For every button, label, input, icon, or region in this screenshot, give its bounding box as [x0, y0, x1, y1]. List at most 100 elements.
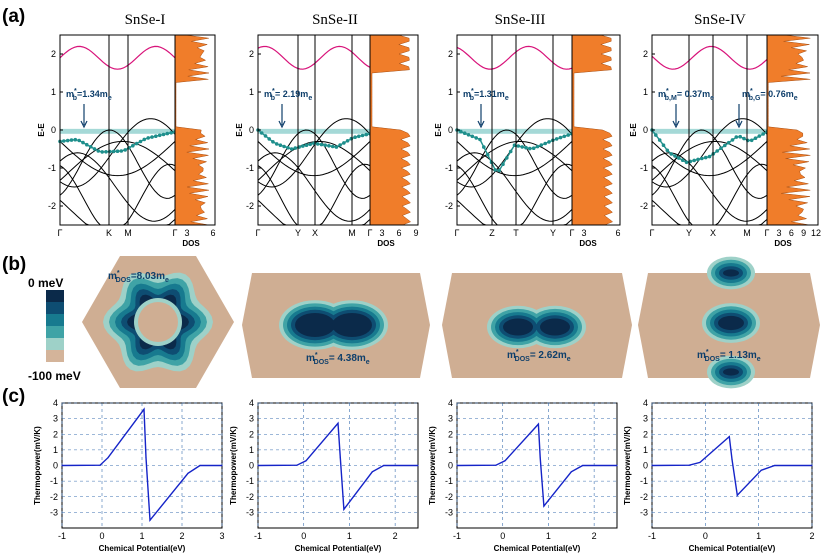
thermopower-point — [343, 508, 345, 510]
kpoint-label: Y — [295, 228, 301, 238]
panel-label-c: (c) — [2, 386, 25, 407]
dos-tick-label: 9 — [801, 228, 806, 238]
y-tick-label: 0 — [448, 461, 453, 471]
y-axis-label: Thermopower(mV/K) — [428, 426, 437, 505]
y-tick-label: -1 — [445, 163, 453, 173]
band-panel-4: Γ Y X M Γ 2 1 0 -1 -2 E-E 3 6 9 12 DOS m* b,M= 0.37me m* b,… — [629, 34, 821, 248]
y-tick-label: -2 — [640, 492, 648, 502]
kpoint-label: Y — [686, 228, 692, 238]
energy-contour — [540, 318, 570, 336]
thermopower-point — [539, 457, 541, 459]
fermi-level-highlight — [60, 128, 175, 134]
dos-tick-label: 3 — [776, 228, 781, 238]
kpoint-label: Γ — [455, 228, 460, 238]
annotation-arrowhead — [735, 120, 743, 129]
y-axis-label: Thermopower(mV/K) — [623, 426, 632, 505]
thermopower-point — [456, 464, 458, 467]
effective-mass-annotation: m* b,M= 0.37me — [658, 88, 714, 102]
thermopower-point — [371, 471, 373, 473]
thermopower-point — [187, 472, 189, 474]
thermopower-point — [383, 464, 385, 467]
energy-contour — [332, 313, 372, 337]
fermi-surface-2: m* DOS= 4.38me — [242, 273, 430, 378]
energy-contour — [503, 318, 533, 336]
dos-tick-label: 6 — [210, 228, 215, 238]
x-tick-label: -1 — [453, 531, 461, 541]
thermopower-point — [731, 458, 733, 460]
conduction-band-line — [456, 45, 573, 70]
y-tick-label: -2 — [246, 201, 254, 211]
thermopower-point — [145, 457, 147, 459]
x-tick-label: 2 — [393, 531, 398, 541]
dos-area — [174, 34, 210, 226]
thermopower-point — [337, 422, 339, 424]
y-tick-label: -2 — [445, 201, 453, 211]
y-tick-label: -3 — [640, 507, 648, 517]
y-tick-label: 0 — [51, 125, 56, 135]
energy-axis-label: E-E — [629, 123, 638, 137]
valence-band-line — [59, 140, 176, 181]
dos-axes-frame — [174, 34, 216, 226]
band-title-2: SnSe-II — [312, 12, 358, 28]
band-panel-2: Γ Y X M Γ 2 1 0 -1 -2 E-E 3 6 9 DOS m* b= 2.19me — [235, 34, 419, 248]
dos-axis-label: DOS — [377, 239, 395, 248]
y-tick-label: 2 — [53, 429, 58, 439]
x-tick-label: 2 — [592, 531, 597, 541]
thermopower-point — [543, 505, 545, 507]
conduction-band-line — [651, 45, 768, 70]
x-axis-label: Chemical Potential(eV) — [494, 544, 581, 553]
thermopower-chart-1: 4 3 2 1 0 -1 -2 -3 -1 0 1 2 3 Chemical Potential(eV) T… — [33, 398, 225, 553]
y-tick-label: -2 — [50, 492, 58, 502]
thermopower-point — [61, 464, 63, 467]
x-tick-label: 0 — [703, 531, 708, 541]
energy-contour — [138, 302, 178, 342]
thermopower-point — [699, 461, 701, 463]
x-tick-label: -1 — [254, 531, 262, 541]
y-tick-label: -1 — [48, 163, 56, 173]
dos-axes-frame — [369, 34, 419, 226]
y-tick-label: 4 — [643, 398, 648, 408]
x-tick-label: 0 — [500, 531, 505, 541]
kpoint-label: X — [710, 228, 716, 238]
vbm-band-line — [59, 131, 176, 153]
valence-band-line — [59, 152, 176, 222]
thermopower-point — [811, 464, 813, 467]
kpoint-label: Γ — [650, 228, 655, 238]
thermopower-point — [736, 494, 738, 496]
valence-band-line — [59, 118, 176, 188]
fermi-level-highlight — [457, 128, 572, 134]
colorbar-swatch — [46, 350, 64, 362]
x-tick-label: 1 — [756, 531, 761, 541]
dos-area — [766, 34, 811, 226]
dos-effective-mass: m* DOS=8.03me — [108, 270, 169, 284]
energy-contour — [295, 313, 335, 337]
dos-tick-label: 3 — [379, 228, 384, 238]
kpoint-label: Γ — [256, 228, 261, 238]
effective-mass-annotation: m* b=1.34me — [66, 88, 112, 102]
x-tick-label: 0 — [301, 531, 306, 541]
colorbar-bottom-label: -100 meV — [28, 369, 81, 383]
y-tick-label: 3 — [249, 414, 254, 424]
y-tick-label: 0 — [643, 125, 648, 135]
kpoint-label: X — [312, 228, 318, 238]
x-tick-label: 0 — [99, 531, 104, 541]
y-tick-label: 1 — [249, 445, 254, 455]
y-tick-label: 2 — [448, 429, 453, 439]
band-panel-1: Γ K M Γ 2 1 0 -1 -2 E-E 3 6 DOS m* b=1.34me — [37, 34, 216, 248]
y-tick-label: 0 — [448, 125, 453, 135]
thermopower-point — [760, 469, 762, 471]
dos-axis-label: DOS — [579, 239, 597, 248]
y-tick-label: 1 — [51, 87, 56, 97]
thermopower-point — [107, 457, 109, 459]
kpoint-label: M — [348, 228, 356, 238]
kpoint-label: Γ — [765, 228, 770, 238]
effective-mass-annotation: m* b,G= 0.76me — [742, 88, 798, 102]
y-tick-label: -1 — [246, 476, 254, 486]
dos-area — [571, 34, 614, 226]
y-tick-label: -2 — [246, 492, 254, 502]
kpoint-label: M — [124, 228, 132, 238]
x-tick-label: -1 — [58, 531, 66, 541]
thermopower-point — [774, 464, 776, 467]
y-tick-label: 1 — [643, 87, 648, 97]
